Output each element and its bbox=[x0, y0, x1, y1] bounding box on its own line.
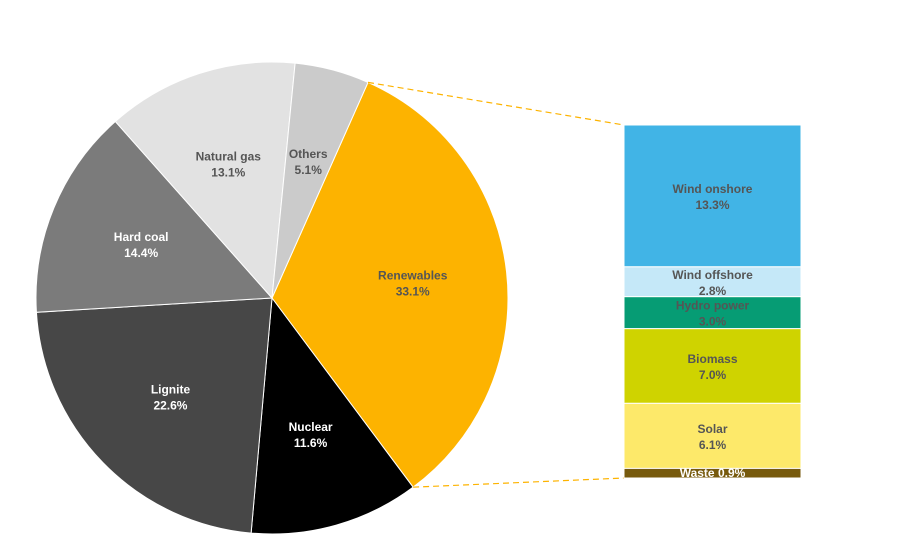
pie-slice-natural-gas bbox=[114, 61, 296, 300]
bar-segment-hydro-power bbox=[623, 296, 802, 330]
pie-slice-lignite bbox=[35, 297, 273, 534]
pie-slice-others bbox=[271, 62, 369, 299]
renewables-breakdown-bar: Wind onshore 13.3% Wind offshore 2.8%Hydro … bbox=[623, 124, 802, 480]
bar-hydro-power-label: Hydro power bbox=[676, 299, 750, 313]
pie-natural-gas-label: Natural gas bbox=[196, 149, 262, 163]
bar-solar-value: 6.1% bbox=[699, 438, 727, 452]
pie-lignite-value: 22.6% bbox=[153, 399, 187, 413]
pie-lignite-label: Lignite bbox=[151, 383, 191, 397]
bar-solar-label: Solar bbox=[697, 422, 727, 436]
pie-others-value: 5.1% bbox=[295, 163, 323, 177]
pie-renewables-label: Renewables bbox=[378, 268, 448, 282]
bar-wind-offshore-value: 2.8% bbox=[699, 284, 727, 298]
bar-segment-waste bbox=[623, 467, 802, 479]
pie-nuclear-label: Nuclear bbox=[289, 420, 333, 434]
pie-slice-nuclear bbox=[250, 296, 414, 535]
bar-wind-onshore-label: Wind onshore bbox=[673, 182, 753, 196]
pie-others-label: Others bbox=[289, 147, 328, 161]
pie-hard-coal-label: Hard coal bbox=[114, 230, 169, 244]
connector-line-bottom bbox=[413, 477, 625, 488]
bar-biomass-value: 7.0% bbox=[699, 368, 727, 382]
bar-segment-solar bbox=[623, 402, 802, 469]
bar-hydro-power-value: 3.0% bbox=[699, 315, 727, 329]
bar-wind-onshore-value: 13.3% bbox=[695, 198, 729, 212]
pie-slice-renewables bbox=[271, 81, 509, 488]
bar-wind-offshore-label: Wind offshore bbox=[672, 268, 753, 282]
connector-lines bbox=[367, 81, 625, 488]
pie-natural-gas-value: 13.1% bbox=[211, 165, 245, 179]
pie-renewables-value: 33.1% bbox=[396, 284, 430, 298]
pie-hard-coal-value: 14.4% bbox=[124, 246, 158, 260]
connector-line-top bbox=[367, 81, 625, 126]
pie-nuclear-value: 11.6% bbox=[294, 436, 328, 450]
bar-biomass-label: Biomass bbox=[687, 352, 737, 366]
pie-chart: Renewables 33.1% Nuclear 11.6% Lignite 22.6% H… bbox=[35, 61, 509, 535]
pie-slice-hard-coal bbox=[35, 120, 274, 313]
bar-segment-wind-onshore bbox=[623, 124, 802, 268]
bar-waste-label: Waste 0.9% bbox=[680, 466, 746, 480]
